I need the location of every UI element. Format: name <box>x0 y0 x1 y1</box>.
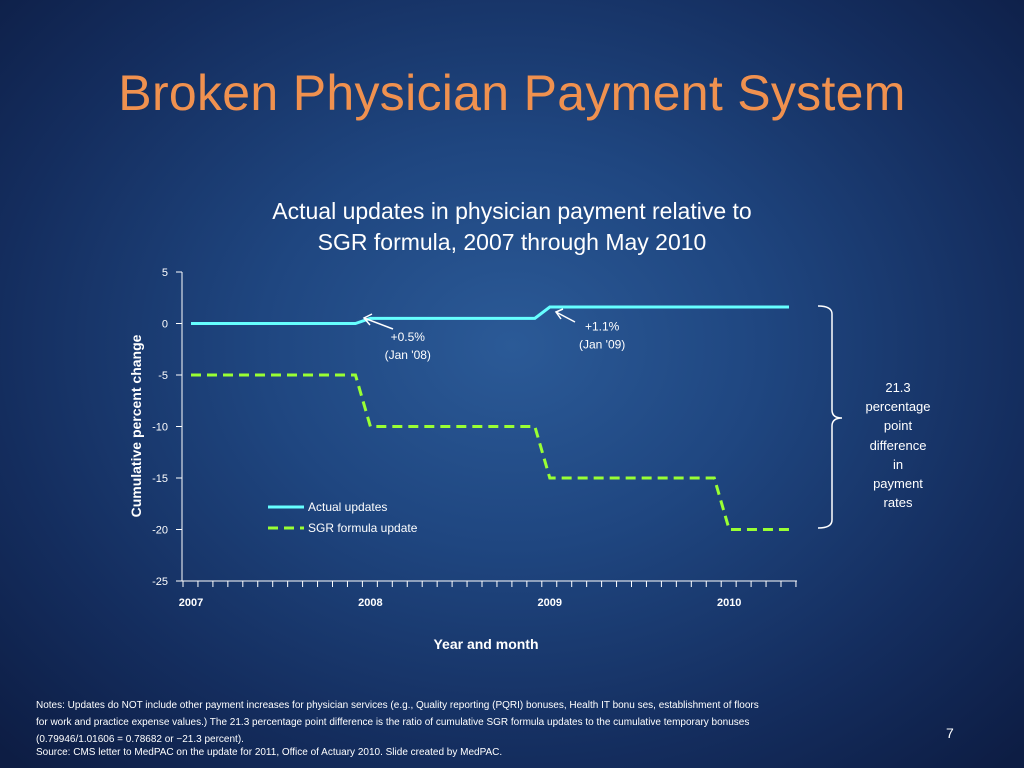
y-axis-title: Cumulative percent change <box>128 334 144 517</box>
y-tick-label: -25 <box>152 576 168 588</box>
notes-line: (0.79946/1.01606 = 0.78682 or −21.3 perc… <box>36 733 244 745</box>
x-tick-label: 2010 <box>717 597 741 609</box>
annotation-label: (Jan '09) <box>579 338 625 352</box>
y-tick-label: -5 <box>158 370 168 382</box>
difference-bracket <box>817 305 843 529</box>
y-tick-label: 5 <box>162 267 168 279</box>
notes-line: for work and practice expense values.) T… <box>36 716 750 728</box>
x-axis-title: Year and month <box>433 636 538 652</box>
bracket-label-line: 21.3 <box>885 380 911 395</box>
slide-title: Broken Physician Payment System <box>118 65 906 121</box>
bracket-label-line: percentage <box>865 399 931 415</box>
annotation-arrowhead <box>554 308 564 320</box>
x-tick-label: 2007 <box>179 597 203 609</box>
notes: Notes: Updates do NOT include other paym… <box>36 698 896 748</box>
source-note: Source: CMS letter to MedPAC on the upda… <box>36 747 503 758</box>
notes-line: Notes: Updates do NOT include other paym… <box>36 700 759 711</box>
actual-updates-line <box>191 305 789 325</box>
chart-title: Actual updates in physician payment rela… <box>160 196 864 258</box>
annotation-arrowhead <box>362 313 373 326</box>
y-tick-label: 0 <box>162 319 168 331</box>
annotation-label: +1.1% <box>585 320 620 334</box>
y-tick-label: -20 <box>152 525 168 537</box>
bracket-label-line: point <box>883 418 913 434</box>
legend-label: SGR formula update <box>308 521 418 535</box>
page-number: 7 <box>946 725 954 741</box>
annotation-label: (Jan '08) <box>385 348 431 362</box>
chart-title-line-2: SGR formula, 2007 through May 2010 <box>317 229 707 255</box>
legend-label: Actual updates <box>308 500 387 514</box>
x-tick-label: 2008 <box>358 597 382 609</box>
sgr-formula-line <box>191 373 789 531</box>
y-tick-label: -10 <box>152 422 168 434</box>
bracket-label-line: rates <box>883 495 913 511</box>
y-tick-label: -15 <box>152 473 168 485</box>
x-tick-label: 2009 <box>538 597 562 609</box>
annotation-arrow <box>363 317 394 330</box>
annotation-arrow <box>555 311 576 323</box>
bracket-label-line: difference <box>869 437 927 453</box>
annotation-label: +0.5% <box>391 330 426 344</box>
bracket-label-line: payment <box>873 476 923 492</box>
bracket-label: 21.3 percentage point difference in paym… <box>850 378 946 512</box>
bracket-label-line: in <box>892 456 904 472</box>
chart-title-line-1: Actual updates in physician payment rela… <box>272 198 752 224</box>
